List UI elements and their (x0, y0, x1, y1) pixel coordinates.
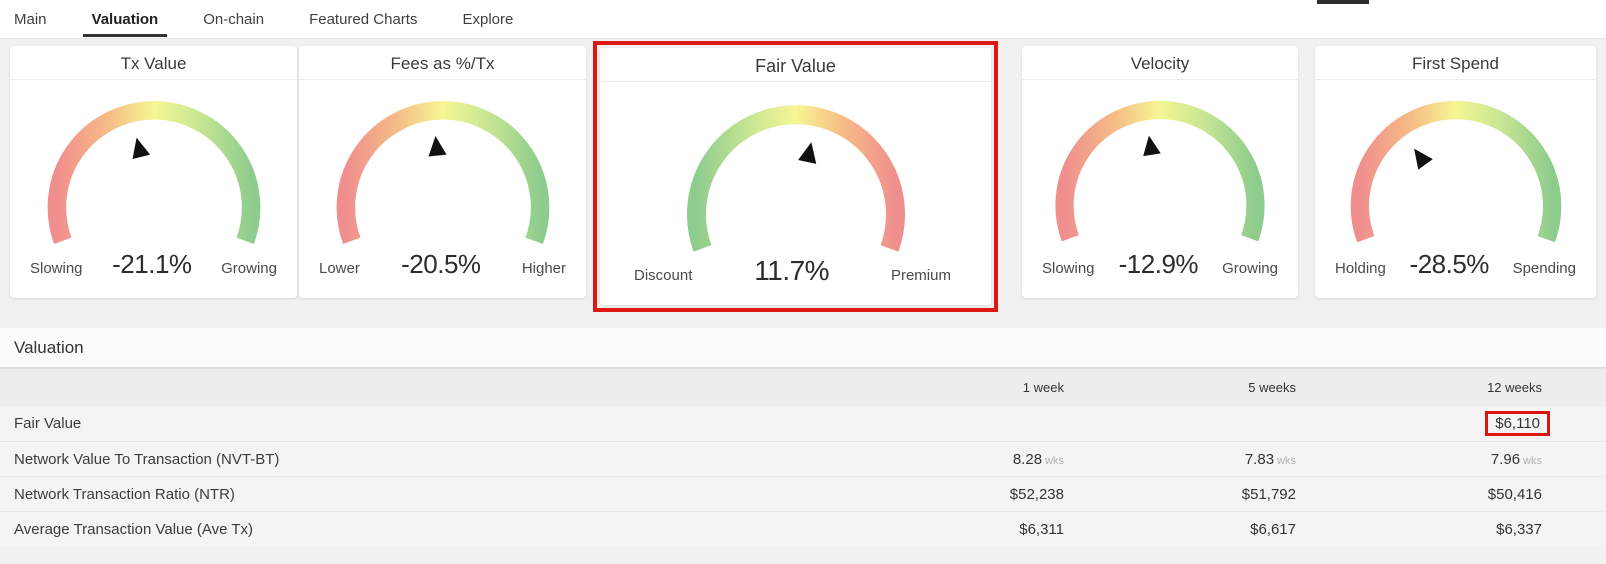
gauge-left-label: Holding (1335, 260, 1386, 277)
gauge-arc (1055, 100, 1265, 242)
gauge-right-label: Spending (1512, 260, 1576, 277)
divider (600, 81, 991, 82)
cell-value: 7.96 (1490, 450, 1521, 468)
table-row-ntr: Network Transaction Ratio (NTR) $52,238 … (0, 476, 1606, 511)
cell-value: $6,110 (1495, 415, 1540, 432)
gauge-arc (686, 105, 905, 252)
gauge-value: -21.1% (112, 249, 192, 279)
fair-value-12w-annotation-box: $6,110 (1485, 411, 1550, 436)
cell-1week: $6,311 (824, 521, 1064, 538)
tab-main[interactable]: Main (14, 10, 47, 28)
tab-on-chain[interactable]: On-chain (203, 10, 265, 28)
cell-value: $6,337 (1496, 520, 1542, 538)
cell-1week: 8.28 wks (824, 451, 1064, 468)
cell-value: $6,617 (1250, 520, 1296, 538)
gauge-needle-icon (1143, 135, 1161, 157)
section-title: Valuation (14, 337, 84, 357)
divider (299, 79, 586, 80)
gauge-arc (47, 101, 260, 244)
gauge-title: First Spend (1412, 54, 1499, 73)
divider (1315, 79, 1596, 80)
gauge-card-fees: Fees as %/Tx Lower -20.5% Higher (299, 46, 586, 298)
gauge-card-velocity: Velocity Slowing -12.9% Growing (1022, 46, 1298, 298)
fair-value-gauge (686, 105, 905, 252)
velocity-gauge (1055, 100, 1265, 242)
cell-1week: $52,238 (824, 486, 1064, 503)
valuation-section-header: Valuation (0, 328, 1606, 367)
gauge-right-label: Growing (1222, 260, 1278, 277)
table-row-fair-value: Fair Value $6,110 (0, 406, 1606, 441)
gauge-title: Fair Value (755, 56, 836, 76)
gauge-card-first-spend: First Spend Holding -28.5% Spending (1315, 46, 1596, 298)
first-spend-gauge (1350, 100, 1561, 243)
cell-unit: wks (1045, 454, 1064, 467)
tab-featured-charts[interactable]: Featured Charts (309, 10, 418, 28)
gauge-right-label: Growing (221, 260, 277, 277)
tab-explore[interactable]: Explore (462, 10, 514, 28)
gauge-value: 11.7% (754, 255, 830, 286)
tab-valuation[interactable]: Valuation (82, 0, 168, 38)
gauge-right-label: Premium (890, 267, 951, 284)
col-header-12-weeks: 12 weeks (1487, 380, 1542, 395)
gauge-value: -20.5% (401, 249, 481, 279)
cell-5weeks: $51,792 (1064, 486, 1296, 503)
tx-value-gauge (47, 101, 260, 244)
gauge-value: -28.5% (1409, 249, 1490, 279)
row-label: Average Transaction Value (Ave Tx) (14, 520, 254, 538)
gauge-needle-icon (1413, 148, 1433, 170)
gauge-needle-icon (132, 137, 150, 160)
col-header-1-week: 1 week (1022, 380, 1064, 395)
cell-5weeks: 7.83 wks (1064, 451, 1296, 468)
cell-12weeks: $50,416 (1296, 486, 1542, 503)
gauge-arc (336, 101, 549, 244)
cell-value: 7.83 (1244, 450, 1275, 468)
gauge-left-label: Slowing (1042, 260, 1095, 277)
row-label: Network Transaction Ratio (NTR) (14, 485, 235, 503)
row-label: Fair Value (14, 415, 82, 432)
cell-unit: wks (1277, 454, 1296, 467)
gauge-left-label: Slowing (30, 260, 83, 277)
gauge-value: -12.9% (1118, 249, 1199, 279)
cell-value: $51,792 (1241, 485, 1296, 503)
cell-value: 8.28 (1012, 450, 1043, 468)
divider (10, 79, 297, 80)
cell-unit: wks (1523, 454, 1542, 467)
gauge-needle-icon (428, 136, 447, 157)
gauge-left-label: Lower (319, 260, 360, 277)
row-label: Network Value To Transaction (NVT-BT) (14, 450, 280, 468)
gauge-title: Fees as %/Tx (390, 54, 495, 73)
gauge-left-label: Discount (634, 267, 693, 284)
cell-12weeks: $6,337 (1296, 521, 1542, 538)
cell-value: $50,416 (1487, 485, 1542, 503)
gauge-needle-icon (797, 142, 816, 164)
cell-12weeks: 7.96 wks (1296, 451, 1542, 468)
gauge-title: Velocity (1130, 54, 1190, 73)
divider (1022, 79, 1298, 80)
top-edge-dark-bar (1317, 0, 1369, 4)
cell-value: $6,311 (1019, 520, 1064, 538)
gauge-right-label: Higher (521, 260, 566, 277)
col-header-5-weeks: 5 weeks (1248, 380, 1296, 395)
cell-12weeks: $6,110 (1296, 411, 1550, 436)
cell-value: $52,238 (1009, 485, 1064, 503)
gauge-arc (1350, 100, 1561, 243)
cell-5weeks: $6,617 (1064, 521, 1296, 538)
fees-gauge (336, 101, 549, 244)
fair-value-annotation-box: Fair Value Discount 11.7% Premium (593, 41, 998, 312)
table-row-ave-tx: Average Transaction Value (Ave Tx) $6,31… (0, 511, 1606, 546)
gauge-card-fair-value: Fair Value Discount 11.7% Premium (600, 48, 991, 305)
gauge-card-tx-value: Tx Value Slowing -21.1% Growing (10, 46, 297, 298)
table-header-row: 1 week 5 weeks 12 weeks (0, 367, 1606, 406)
table-row-nvt: Network Value To Transaction (NVT-BT) 8.… (0, 441, 1606, 476)
top-nav: Main Valuation On-chain Featured Charts … (0, 0, 1606, 39)
gauge-title: Tx Value (120, 54, 187, 73)
